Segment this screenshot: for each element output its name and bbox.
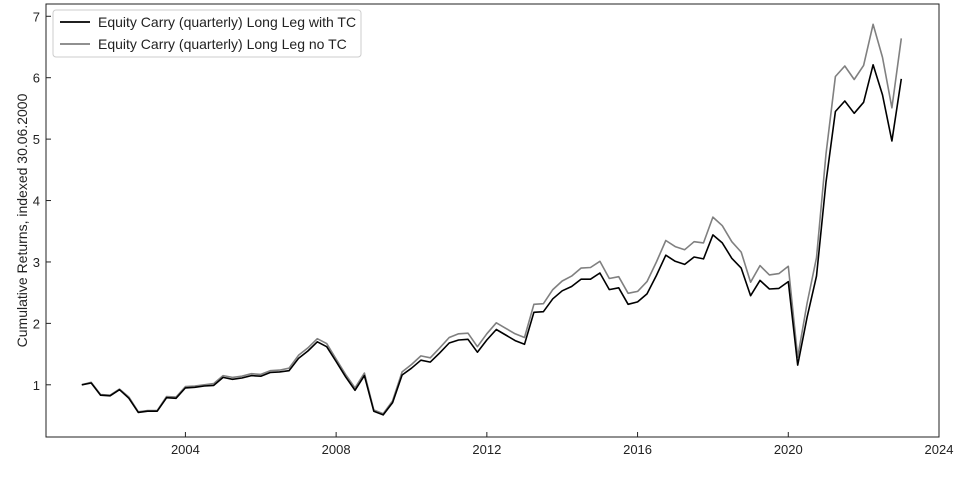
x-tick-label: 2004 — [171, 442, 200, 457]
x-tick-label: 2016 — [623, 442, 652, 457]
series-layer — [81, 23, 903, 416]
y-tick-label: 2 — [33, 316, 40, 331]
x-tick-label: 2012 — [472, 442, 501, 457]
legend-label-with-tc: Equity Carry (quarterly) Long Leg with T… — [98, 14, 356, 30]
y-tick-label: 6 — [33, 71, 40, 86]
series-line-with-tc — [81, 64, 903, 416]
y-axis: 1 2 3 4 5 6 7 — [33, 9, 51, 393]
legend-box — [52, 9, 362, 58]
x-tick-label: 2020 — [774, 442, 803, 457]
y-tick-label: 7 — [33, 9, 40, 24]
series-line-no-tc — [81, 23, 903, 415]
y-tick-label: 4 — [33, 194, 40, 209]
legend-label-no-tc: Equity Carry (quarterly) Long Leg no TC — [98, 36, 347, 52]
x-tick-label: 2008 — [322, 442, 351, 457]
plot-area — [45, 3, 940, 438]
x-tick-label: 2024 — [925, 442, 954, 457]
y-tick-label: 3 — [33, 255, 40, 270]
y-tick-label: 5 — [33, 132, 40, 147]
y-tick-label: 1 — [33, 378, 40, 393]
legend: Equity Carry (quarterly) Long Leg with T… — [52, 9, 362, 58]
y-axis-label: Cumulative Returns, indexed 30.06.2000 — [14, 93, 30, 347]
x-axis: 2004 2008 2012 2016 2020 2024 — [171, 432, 954, 457]
